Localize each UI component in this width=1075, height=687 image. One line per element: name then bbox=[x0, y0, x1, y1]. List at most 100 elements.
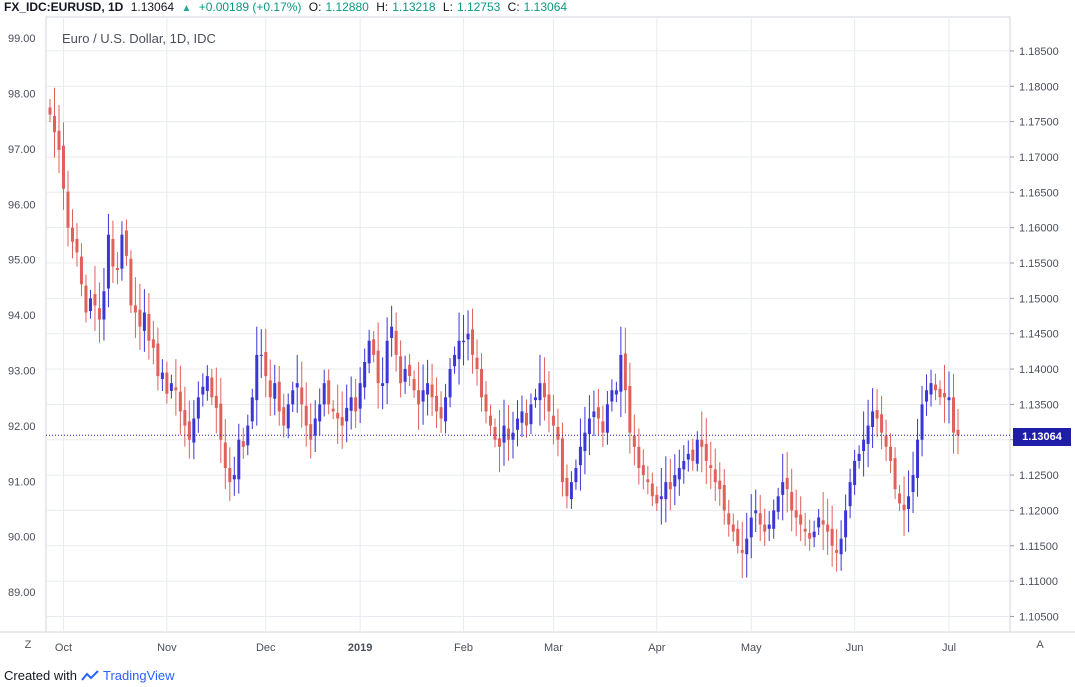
candle-body bbox=[223, 442, 227, 468]
candle-body bbox=[812, 531, 816, 538]
left-tick-label: 93.00 bbox=[8, 365, 36, 377]
candle-body bbox=[875, 410, 879, 419]
x-tick-label: Mar bbox=[544, 642, 563, 654]
right-tick-label: 1.18000 bbox=[1019, 81, 1059, 93]
candle-body bbox=[309, 424, 313, 440]
candle-body bbox=[196, 397, 200, 419]
candle-body bbox=[331, 408, 335, 412]
candle-body bbox=[808, 533, 812, 539]
candle-body bbox=[493, 427, 497, 440]
candle-body bbox=[803, 528, 807, 532]
candle-body bbox=[408, 364, 412, 377]
candle-body bbox=[700, 439, 704, 447]
candle-body bbox=[538, 383, 542, 401]
candle-body bbox=[646, 479, 650, 483]
chart-caption: Euro / U.S. Dollar, 1D, IDC bbox=[62, 31, 216, 46]
candle-body bbox=[66, 191, 70, 228]
high-label: H: bbox=[376, 0, 389, 14]
candle-body bbox=[232, 475, 236, 480]
candle-body bbox=[390, 326, 394, 338]
footer-created-text: Created with bbox=[4, 668, 77, 683]
candle-body bbox=[129, 258, 133, 306]
footer: Created with TradingView bbox=[4, 668, 175, 683]
candle-body bbox=[857, 453, 861, 461]
candle-body bbox=[704, 443, 708, 461]
candle-body bbox=[916, 439, 920, 478]
candle-body bbox=[871, 411, 875, 427]
candle-body bbox=[772, 510, 776, 529]
candle-body bbox=[430, 384, 434, 398]
candle-body bbox=[201, 386, 205, 395]
candle-body bbox=[547, 394, 551, 412]
left-tick-label: 99.00 bbox=[8, 33, 36, 45]
candle-body bbox=[372, 339, 376, 355]
high-value: 1.13218 bbox=[392, 0, 436, 14]
candle-body bbox=[596, 407, 600, 419]
open-value: 1.12880 bbox=[325, 0, 369, 14]
candle-body bbox=[718, 480, 722, 490]
percent-scale-button[interactable]: Z bbox=[24, 639, 32, 651]
x-tick-label: Feb bbox=[454, 642, 473, 654]
right-tick-label: 1.11500 bbox=[1019, 541, 1058, 553]
candle-body bbox=[790, 492, 794, 511]
candle-body bbox=[102, 291, 106, 320]
right-tick-label: 1.13500 bbox=[1019, 399, 1059, 411]
candle-body bbox=[524, 412, 528, 426]
candle-body bbox=[367, 340, 371, 364]
candle-body bbox=[610, 390, 614, 402]
candle-body bbox=[754, 510, 758, 514]
candle-body bbox=[448, 369, 452, 398]
candle-body bbox=[174, 387, 178, 391]
candle-body bbox=[686, 453, 690, 460]
candle-body bbox=[614, 390, 618, 395]
candle-body bbox=[399, 356, 403, 384]
candle-body bbox=[587, 418, 591, 435]
candle-body bbox=[520, 411, 524, 423]
candle-body bbox=[286, 404, 290, 429]
candle-body bbox=[565, 477, 569, 497]
candle-body bbox=[160, 372, 164, 379]
candle-body bbox=[151, 339, 155, 348]
right-tick-label: 1.17500 bbox=[1019, 117, 1059, 129]
symbol-name[interactable]: FX_IDC:EURUSD, 1D bbox=[4, 0, 124, 14]
candle-body bbox=[124, 230, 128, 256]
candle-body bbox=[619, 354, 623, 392]
candle-body bbox=[349, 397, 353, 411]
candle-body bbox=[322, 383, 326, 405]
candle-body bbox=[327, 380, 331, 405]
footer-brand[interactable]: TradingView bbox=[102, 668, 175, 683]
candle-body bbox=[650, 483, 654, 497]
candle-body bbox=[187, 421, 191, 440]
right-tick-label: 1.14000 bbox=[1019, 364, 1059, 376]
candle-body bbox=[601, 421, 605, 433]
right-tick-label: 1.18500 bbox=[1019, 46, 1059, 58]
candle-body bbox=[88, 298, 92, 312]
candle-body bbox=[740, 550, 744, 553]
x-tick-label: Jul bbox=[942, 642, 956, 654]
candle-body bbox=[237, 439, 241, 480]
auto-scale-button[interactable]: A bbox=[1036, 639, 1044, 651]
last-price-tag: 1.13064 bbox=[1013, 428, 1071, 446]
candle-body bbox=[835, 550, 839, 553]
last-price: 1.13064 bbox=[130, 0, 175, 14]
candle-body bbox=[277, 381, 281, 412]
candle-body bbox=[79, 256, 83, 285]
candle-body bbox=[623, 353, 627, 391]
candle-body bbox=[381, 383, 385, 386]
right-tick-label: 1.11000 bbox=[1019, 576, 1058, 588]
candle-body bbox=[498, 438, 502, 447]
candle-body bbox=[947, 397, 951, 401]
candle-body bbox=[453, 354, 457, 367]
left-tick-label: 97.00 bbox=[8, 144, 36, 156]
x-tick-label: 2019 bbox=[348, 642, 372, 654]
left-tick-label: 91.00 bbox=[8, 476, 36, 488]
close-label: C: bbox=[507, 0, 520, 14]
candle-body bbox=[713, 469, 717, 483]
candle-body bbox=[673, 475, 677, 487]
close-value: 1.13064 bbox=[523, 0, 568, 14]
candle-body bbox=[952, 397, 956, 433]
candle-body bbox=[506, 428, 510, 440]
candle-body bbox=[241, 441, 245, 447]
candle-body bbox=[282, 407, 286, 426]
